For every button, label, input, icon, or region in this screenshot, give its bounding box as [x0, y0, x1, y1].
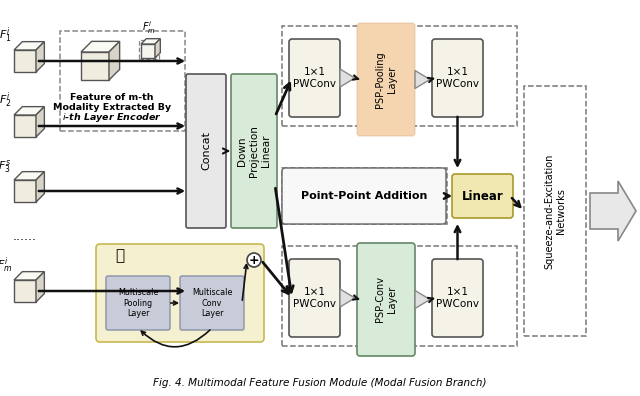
Text: Down
Projection
Linear: Down Projection Linear: [237, 125, 271, 177]
Bar: [60, 31, 185, 131]
Text: $F^s_3$: $F^s_3$: [0, 158, 12, 175]
FancyBboxPatch shape: [282, 168, 446, 224]
Polygon shape: [14, 280, 36, 302]
Polygon shape: [14, 42, 44, 50]
FancyBboxPatch shape: [96, 244, 264, 342]
Polygon shape: [415, 291, 430, 308]
Text: 1×1
PWConv: 1×1 PWConv: [293, 287, 336, 309]
Text: PSP-Pooling
Layer: PSP-Pooling Layer: [375, 51, 397, 108]
Polygon shape: [36, 171, 44, 202]
Polygon shape: [14, 50, 36, 72]
Text: Modality Extracted By: Modality Extracted By: [53, 103, 171, 112]
Bar: [524, 86, 586, 336]
Polygon shape: [109, 41, 120, 80]
Bar: [282, 246, 517, 346]
Text: 🔥: 🔥: [115, 249, 125, 263]
Polygon shape: [14, 180, 36, 202]
FancyBboxPatch shape: [452, 174, 513, 218]
Polygon shape: [590, 181, 636, 241]
Polygon shape: [14, 115, 36, 137]
Polygon shape: [141, 44, 155, 58]
FancyBboxPatch shape: [180, 276, 244, 330]
FancyBboxPatch shape: [432, 259, 483, 337]
FancyBboxPatch shape: [289, 39, 340, 117]
FancyBboxPatch shape: [357, 243, 415, 356]
Polygon shape: [36, 272, 44, 302]
FancyBboxPatch shape: [106, 276, 170, 330]
Text: $i$-th Layer Encoder: $i$-th Layer Encoder: [62, 112, 162, 124]
Text: Fig. 4. Multimodal Feature Fusion Module (Modal Fusion Branch): Fig. 4. Multimodal Feature Fusion Module…: [153, 378, 487, 388]
Text: Linear: Linear: [461, 190, 504, 202]
Text: ......: ......: [13, 230, 37, 242]
Text: $F^i_2$: $F^i_2$: [0, 90, 12, 110]
Polygon shape: [340, 69, 355, 87]
FancyBboxPatch shape: [186, 74, 226, 228]
Text: 1×1
PWConv: 1×1 PWConv: [293, 67, 336, 89]
Bar: [139, 40, 159, 59]
Circle shape: [247, 253, 261, 267]
Polygon shape: [14, 171, 44, 180]
FancyBboxPatch shape: [289, 259, 340, 337]
Text: PSP-Conv
Layer: PSP-Conv Layer: [375, 276, 397, 322]
Text: Multiscale
Pooling
Layer: Multiscale Pooling Layer: [118, 288, 158, 318]
Text: Concat: Concat: [201, 131, 211, 171]
Polygon shape: [36, 42, 44, 72]
Text: +: +: [249, 253, 259, 267]
Text: $F^i_m$: $F^i_m$: [142, 19, 156, 36]
Text: Squeeze-and-Excitation
Networks: Squeeze-and-Excitation Networks: [544, 153, 566, 269]
Text: $F^i_1$: $F^i_1$: [0, 25, 12, 45]
Text: Multiscale
Conv
Layer: Multiscale Conv Layer: [192, 288, 232, 318]
Polygon shape: [14, 107, 44, 115]
Polygon shape: [415, 70, 430, 88]
Polygon shape: [81, 41, 120, 52]
Polygon shape: [155, 39, 160, 58]
Bar: [282, 26, 517, 126]
Text: 1×1
PWConv: 1×1 PWConv: [436, 287, 479, 309]
Text: Point-Point Addition: Point-Point Addition: [301, 191, 427, 201]
Text: $F^i_m$: $F^i_m$: [0, 255, 13, 275]
Polygon shape: [81, 52, 109, 80]
Polygon shape: [14, 272, 44, 280]
Text: 1×1
PWConv: 1×1 PWConv: [436, 67, 479, 89]
Polygon shape: [36, 107, 44, 137]
Text: Feature of m-th: Feature of m-th: [70, 93, 154, 103]
Polygon shape: [141, 39, 160, 44]
FancyBboxPatch shape: [231, 74, 277, 228]
FancyBboxPatch shape: [357, 23, 415, 136]
Polygon shape: [340, 289, 355, 307]
Bar: [282, 168, 447, 224]
FancyBboxPatch shape: [432, 39, 483, 117]
